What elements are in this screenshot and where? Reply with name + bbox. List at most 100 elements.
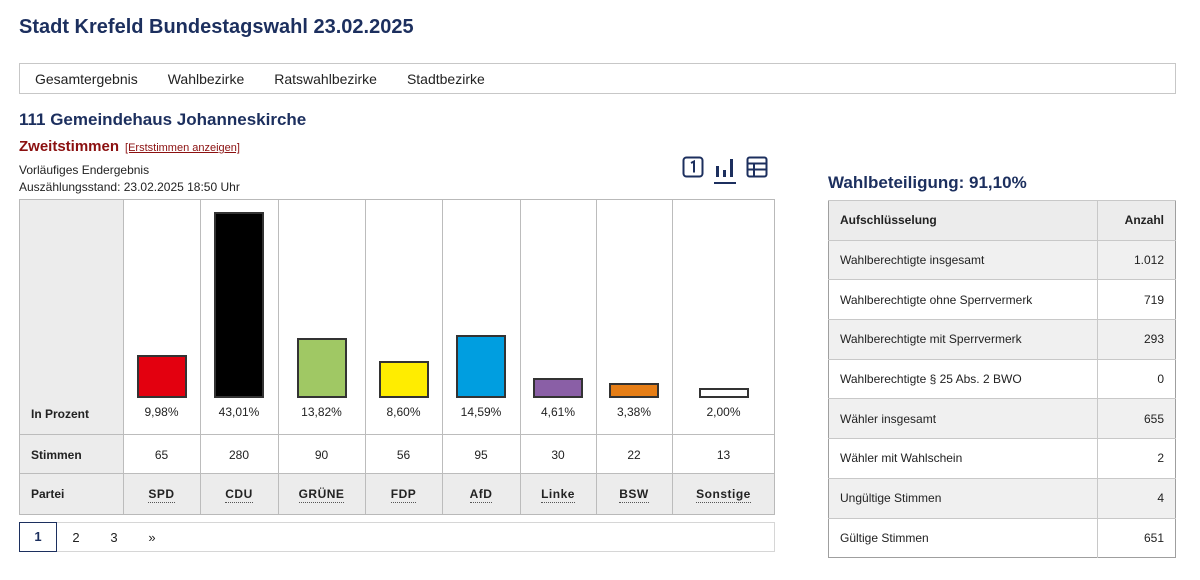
table-cell-label: Wähler insgesamt: [828, 398, 1098, 439]
votes-label: 56: [396, 448, 411, 462]
column-divider: [596, 200, 597, 514]
row-label-percent: In Prozent: [31, 407, 90, 421]
column-divider: [520, 200, 521, 514]
table-row: Gültige Stimmen 651: [828, 517, 1176, 558]
row-label-votes: Stimmen: [31, 448, 82, 462]
bar-spd[interactable]: [136, 354, 187, 398]
divider: [20, 473, 774, 474]
nav-item-stadtbezirke[interactable]: Stadtbezirke: [406, 70, 485, 87]
percent-label: 3,38%: [616, 405, 652, 419]
result-status: Vorläufiges Endergebnis: [19, 163, 150, 177]
table-cell-value: 4: [1097, 477, 1176, 518]
row-label-column: [20, 200, 123, 514]
bar-afd[interactable]: [456, 334, 506, 398]
column-header-count: Anzahl: [1097, 200, 1176, 241]
party-label[interactable]: Linke: [520, 487, 596, 503]
bar-fdp[interactable]: [378, 360, 429, 398]
table-cell-value: 2: [1097, 438, 1176, 479]
votes-label: 13: [716, 448, 731, 462]
main-nav: Gesamtergebnis Wahlbezirke Ratswahlbezir…: [19, 63, 1176, 94]
party-name: FDP: [390, 487, 417, 503]
row-label-party: Partei: [31, 487, 65, 501]
bar-linke[interactable]: [533, 378, 583, 398]
party-label[interactable]: CDU: [201, 487, 277, 503]
votes-label: 95: [474, 448, 488, 462]
party-name: GRÜNE: [298, 487, 345, 503]
section-title: Zweitstimmen: [19, 138, 120, 155]
column-divider: [365, 200, 366, 514]
votes-label: 22: [627, 448, 641, 462]
party-label[interactable]: AfD: [443, 487, 519, 503]
percent-label: 8,60%: [386, 405, 421, 419]
turnout-table: Aufschlüsselung Anzahl Wahlberechtigte i…: [828, 200, 1176, 559]
column-divider: [200, 200, 201, 514]
table-row: Wähler insgesamt 655: [828, 398, 1176, 439]
divider: [20, 434, 774, 435]
percent-label: 13,82%: [301, 405, 342, 419]
table-row: Wähler mit Wahlschein 2: [828, 438, 1176, 479]
table-cell-value: 293: [1097, 319, 1176, 360]
party-name: BSW: [619, 487, 649, 503]
nav-item-ratswahlbezirke[interactable]: Ratswahlbezirke: [274, 70, 377, 87]
table-row: Ungültige Stimmen 4: [828, 477, 1176, 518]
bar-bsw[interactable]: [609, 383, 659, 398]
table-cell-value: 1.012: [1097, 239, 1176, 280]
bar-chart-icon[interactable]: [714, 156, 736, 184]
table-cell-value: 0: [1097, 358, 1176, 399]
table-row: Wahlberechtigte insgesamt 1.012: [828, 239, 1176, 280]
votes-label: 65: [154, 448, 169, 462]
column-header-breakdown: Aufschlüsselung: [828, 200, 1098, 241]
party-label[interactable]: GRÜNE: [284, 487, 360, 503]
nav-item-gesamtergebnis[interactable]: Gesamtergebnis: [35, 70, 138, 87]
table-cell-label: Gültige Stimmen: [828, 517, 1098, 558]
turnout-title: Wahlbeteiligung: 91,10%: [828, 173, 1027, 192]
votes-label: 280: [228, 448, 250, 462]
percent-label: 9,98%: [144, 405, 179, 419]
pagination: 1 2 3 »: [19, 521, 775, 552]
page-1-button[interactable]: 1: [19, 521, 57, 552]
party-row: [20, 474, 774, 514]
page-3-button[interactable]: 3: [110, 529, 118, 545]
nav-item-wahlbezirke[interactable]: Wahlbezirke: [167, 70, 245, 87]
bar-sonstige[interactable]: [698, 388, 749, 398]
table-row: Wahlberechtigte ohne Sperrvermerk 719: [828, 279, 1176, 320]
results-chart: In Prozent Stimmen Partei 9,98% 65 SPD 43,0…: [19, 199, 775, 515]
section-header: Zweitstimmen [Erststimmen anzeigen]: [19, 138, 240, 155]
percent-label: 4,61%: [540, 405, 576, 419]
table-cell-value: 719: [1097, 279, 1176, 320]
table-row: Wahlberechtigte mit Sperrvermerk 293: [828, 319, 1176, 360]
bar-cdu[interactable]: [214, 212, 264, 398]
table-cell-value: 651: [1097, 517, 1176, 558]
turnout-table-body: Wahlberechtigte insgesamt 1.012 Wahlberech…: [828, 239, 1176, 558]
party-name: CDU: [225, 487, 253, 503]
table-cell-value: 655: [1097, 398, 1176, 439]
percent-label: 2,00%: [706, 405, 741, 419]
bar-grüne[interactable]: [296, 338, 347, 398]
votes-label: 90: [314, 448, 329, 462]
table-cell-label: Wahlberechtigte ohne Sperrvermerk: [828, 279, 1098, 320]
next-page-button[interactable]: »: [148, 529, 156, 545]
column-divider: [672, 200, 673, 514]
party-label[interactable]: BSW: [596, 487, 672, 503]
votes-label: 30: [551, 448, 565, 462]
table-cell-label: Ungültige Stimmen: [828, 477, 1098, 518]
table-icon[interactable]: [746, 156, 768, 178]
page-title: Stadt Krefeld Bundestagswahl 23.02.2025: [19, 16, 414, 38]
party-name: Sonstige: [696, 487, 751, 503]
party-name: Linke: [541, 487, 575, 503]
page-2-button[interactable]: 2: [72, 529, 80, 545]
table-row: Wahlberechtigte § 25 Abs. 2 BWO 0: [828, 358, 1176, 399]
table-cell-label: Wähler mit Wahlschein: [828, 438, 1098, 479]
number-one-icon[interactable]: [682, 156, 704, 178]
erststimmen-link[interactable]: [Erststimmen anzeigen]: [125, 142, 240, 154]
column-divider: [442, 200, 443, 514]
percent-label: 43,01%: [218, 405, 260, 419]
count-state: Auszählungsstand: 23.02.2025 18:50 Uhr: [19, 180, 240, 194]
view-switcher: [682, 156, 778, 184]
party-label[interactable]: FDP: [366, 487, 442, 503]
table-cell-label: Wahlberechtigte insgesamt: [828, 239, 1098, 280]
party-label[interactable]: SPD: [124, 487, 200, 503]
district-title: 111 Gemeindehaus Johanneskirche: [19, 110, 307, 129]
party-label[interactable]: Sonstige: [686, 487, 762, 503]
party-name: AfD: [469, 487, 493, 503]
